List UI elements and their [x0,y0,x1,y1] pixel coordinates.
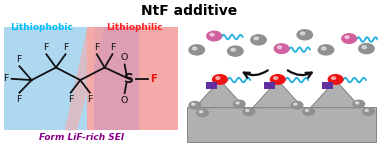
Circle shape [236,102,239,104]
Text: F: F [16,95,22,104]
Circle shape [277,46,282,49]
Circle shape [362,46,366,49]
Text: F: F [43,43,49,52]
Text: F: F [68,95,73,104]
Text: Form LiF-rich SEI: Form LiF-rich SEI [39,133,125,142]
Circle shape [228,46,243,56]
Circle shape [210,33,214,36]
Text: O: O [120,53,127,62]
Circle shape [359,44,374,54]
Circle shape [246,109,249,112]
FancyBboxPatch shape [206,82,217,89]
Text: F: F [150,74,157,84]
Circle shape [322,47,326,50]
Circle shape [363,108,374,115]
Text: S: S [124,72,134,86]
Text: Lithiophobic: Lithiophobic [11,23,73,32]
Circle shape [212,75,227,84]
Circle shape [243,108,255,115]
Circle shape [197,109,208,117]
Circle shape [318,45,334,55]
Bar [4,27,129,130]
Circle shape [233,100,245,108]
Text: O: O [120,96,127,105]
Text: NtF additive: NtF additive [141,4,237,18]
Circle shape [189,45,204,55]
FancyBboxPatch shape [322,82,333,89]
Bar [187,107,376,142]
Circle shape [254,37,259,40]
Circle shape [291,102,303,109]
Polygon shape [253,80,303,108]
Text: F: F [16,55,22,64]
Polygon shape [195,80,245,108]
Polygon shape [94,27,139,130]
Circle shape [353,100,364,108]
Text: Lithiophilic: Lithiophilic [106,23,163,32]
Circle shape [251,35,266,45]
Polygon shape [311,80,361,108]
Circle shape [207,31,222,41]
Circle shape [274,44,289,53]
Circle shape [303,108,314,115]
Circle shape [189,102,201,109]
Polygon shape [65,27,105,130]
Circle shape [328,75,343,84]
Text: F: F [110,43,116,52]
Circle shape [301,32,305,35]
Text: F: F [63,43,68,52]
Circle shape [192,47,197,50]
Circle shape [294,103,297,105]
Text: F: F [3,74,9,83]
Circle shape [192,103,195,105]
Circle shape [355,102,359,104]
Circle shape [199,111,203,113]
Circle shape [231,48,235,51]
FancyBboxPatch shape [264,82,275,89]
Circle shape [305,109,308,112]
Circle shape [297,30,313,40]
Circle shape [270,75,285,84]
Circle shape [342,34,356,43]
Polygon shape [87,27,178,130]
Circle shape [365,109,368,112]
Circle shape [216,77,220,80]
Circle shape [332,77,336,80]
Text: F: F [88,95,93,104]
Text: F: F [94,43,99,52]
Circle shape [274,77,278,80]
Circle shape [345,36,349,39]
